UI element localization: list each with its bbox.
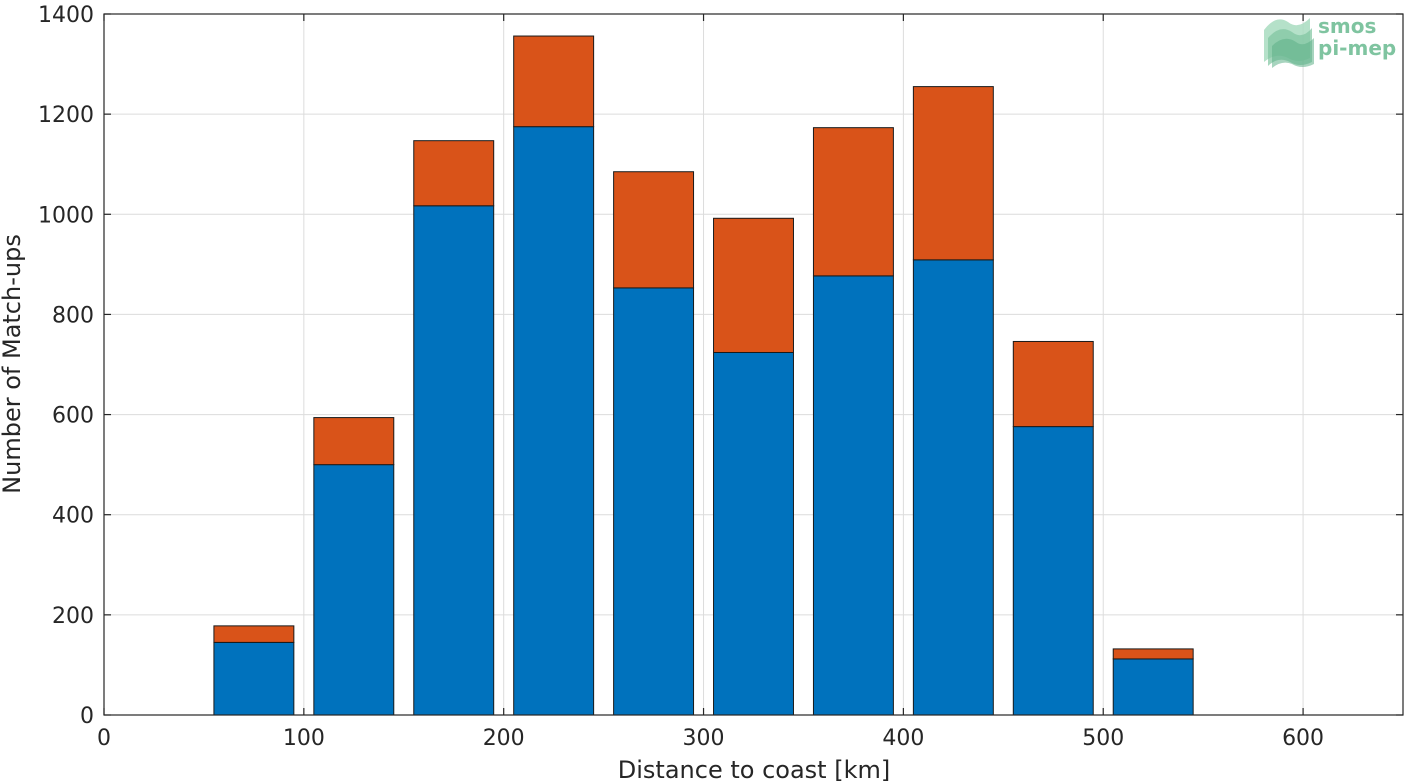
x-tick-labels: 0 100 200 300 400 500 600 [97,726,1324,751]
bar-series-2 [513,35,595,128]
bar-series-2 [1012,340,1094,428]
y-tick-label: 200 [52,604,94,629]
bar-series-1 [1012,426,1094,716]
bar-series-2 [812,127,894,277]
bar-series-1 [613,287,695,716]
bar-series-2 [912,86,994,261]
bar-series-1 [213,641,295,716]
axes-box [103,13,1404,716]
y-tick-label: 0 [80,704,94,729]
bar-series-1 [912,259,994,716]
bar-series-1 [313,464,395,716]
bar-series-1 [513,126,595,716]
bar-series-2 [1112,648,1194,660]
logo-waves-icon [1264,18,1314,68]
bar-series-2 [713,217,794,353]
logo-text-line1: smos [1318,14,1376,38]
y-tick-label: 600 [52,404,94,429]
y-tick-labels: 0 200 400 600 800 1000 1200 1400 [38,3,94,729]
bar-series-1 [812,275,894,716]
bar-series-1 [713,351,794,716]
bar-series-1 [1112,658,1194,716]
smos-pi-mep-logo: smos pi-mep [1264,14,1396,68]
ticks [103,13,1403,716]
y-tick-label: 400 [52,504,94,529]
x-axis-label: Distance to coast [km] [618,756,890,783]
y-tick-label: 800 [52,303,94,328]
bar-series-2 [613,171,695,289]
x-tick-label: 300 [683,726,725,751]
bars [213,35,1194,716]
x-tick-label: 500 [1082,726,1124,751]
y-axis-label: Number of Match-ups [0,234,26,494]
y-tick-label: 1200 [38,103,94,128]
y-tick-label: 1000 [38,203,94,228]
bar-series-2 [413,140,495,207]
bar-series-2 [213,625,295,643]
y-tick-label: 1400 [38,3,94,28]
logo-text-line2: pi-mep [1318,36,1396,60]
bar-series-2 [313,417,395,466]
x-tick-label: 200 [483,726,525,751]
x-tick-label: 100 [283,726,325,751]
bar-series-1 [413,205,495,716]
x-tick-label: 600 [1282,726,1324,751]
x-tick-label: 400 [882,726,924,751]
x-tick-label: 0 [97,726,111,751]
